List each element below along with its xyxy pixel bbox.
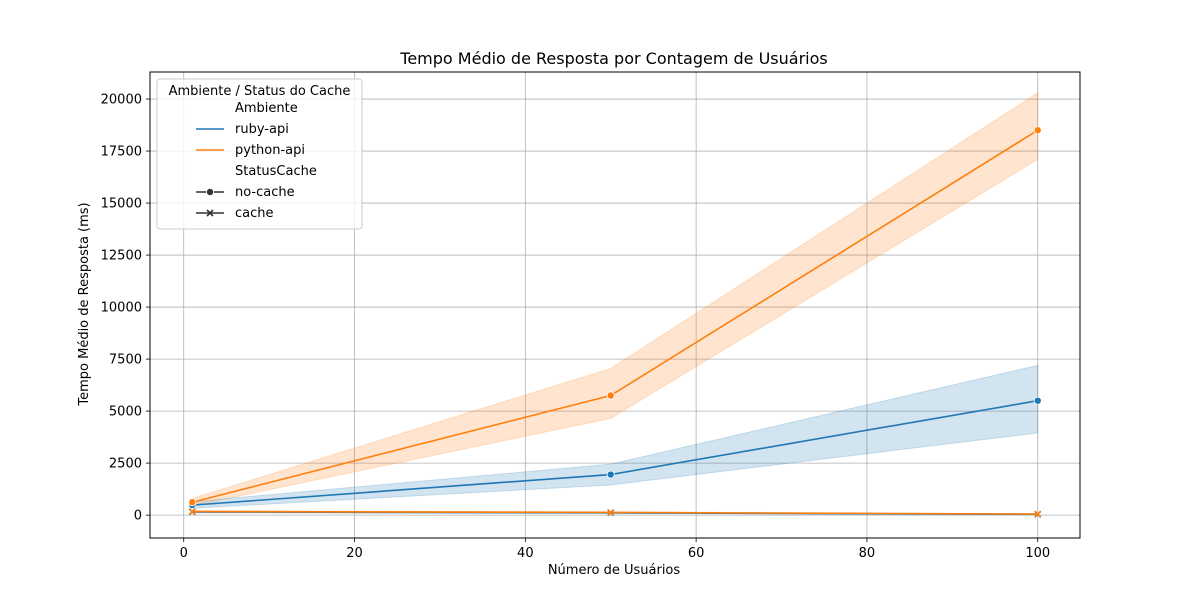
legend-entry-label: no-cache <box>235 185 295 200</box>
legend-entry-label: python-api <box>235 143 305 158</box>
series-markers <box>188 126 1042 518</box>
y-tick-label: 2500 <box>109 457 142 472</box>
x-axis-label: Número de Usuários <box>548 563 681 578</box>
chart-title: Tempo Médio de Resposta por Contagem de … <box>399 49 827 68</box>
data-point-python-api-no-cache <box>1033 126 1042 135</box>
x-tick-label: 60 <box>688 546 705 561</box>
legend: Ambiente / Status do Cache Ambiente ruby-a… <box>156 78 363 230</box>
data-point-ruby-api-no-cache <box>606 470 615 479</box>
data-point-python-api-cache <box>607 508 615 516</box>
legend-marker-no-cache <box>205 187 214 196</box>
y-tick-label: 10000 <box>101 301 142 316</box>
legend-group-header: StatusCache <box>235 164 317 179</box>
x-tick-label: 20 <box>346 546 363 561</box>
x-tick-label: 80 <box>859 546 876 561</box>
data-point-python-api-no-cache <box>188 498 197 507</box>
axis-ticks: 0 20 40 60 80 100 0 2500 5000 7500 10000 12500 15000… <box>101 93 1051 561</box>
y-axis-label: Tempo Médio de Resposta (ms) <box>77 202 92 406</box>
legend-title: Ambiente / Status do Cache <box>169 84 351 99</box>
y-tick-label: 12500 <box>101 249 142 264</box>
x-tick-label: 0 <box>180 546 188 561</box>
y-tick-label: 15000 <box>101 197 142 212</box>
legend-entry-label: ruby-api <box>235 122 289 137</box>
data-point-python-api-cache <box>1034 510 1042 518</box>
y-tick-label: 20000 <box>101 93 142 108</box>
x-tick-label: 100 <box>1025 546 1050 561</box>
data-point-ruby-api-no-cache <box>1033 396 1042 405</box>
y-tick-label: 0 <box>134 509 142 524</box>
x-tick-label: 40 <box>517 546 534 561</box>
y-tick-label: 17500 <box>101 145 142 160</box>
grid <box>150 72 1080 538</box>
data-point-python-api-no-cache <box>606 391 615 400</box>
legend-marker-cache <box>206 209 214 217</box>
plot-area-frame <box>149 71 1081 539</box>
y-tick-label: 5000 <box>109 405 142 420</box>
legend-group-header: Ambiente <box>235 101 298 116</box>
legend-entry-label: cache <box>235 206 274 221</box>
y-tick-label: 7500 <box>109 353 142 368</box>
data-point-python-api-cache <box>188 508 196 516</box>
